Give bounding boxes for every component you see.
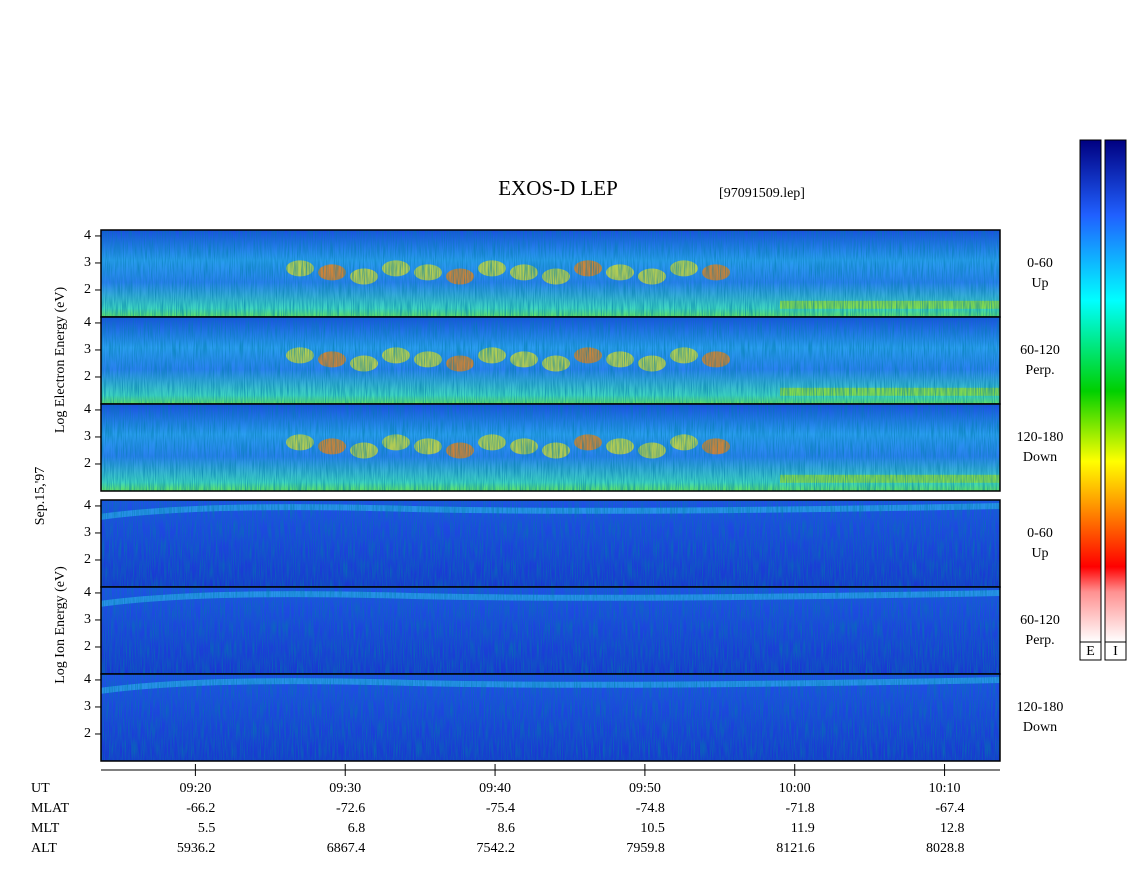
panel-direction: Down bbox=[1023, 450, 1057, 465]
noise bbox=[101, 230, 1000, 317]
y-tick-label: 2 bbox=[84, 552, 91, 567]
ephemeris-label: ALT bbox=[31, 841, 57, 856]
panel-angle: 60-120 bbox=[1020, 343, 1060, 358]
ephemeris-value: -67.4 bbox=[935, 801, 964, 816]
panel-direction: Perp. bbox=[1025, 363, 1054, 378]
ephemeris-value: 7542.2 bbox=[477, 841, 516, 856]
y-tick-label: 2 bbox=[84, 456, 91, 471]
noise bbox=[101, 317, 1000, 404]
x-tick-label: 09:50 bbox=[629, 781, 661, 796]
ephemeris-value: -75.4 bbox=[486, 801, 515, 816]
panel-direction: Perp. bbox=[1025, 633, 1054, 648]
y-tick-label: 3 bbox=[84, 429, 91, 444]
ephemeris-value: 7959.8 bbox=[626, 841, 665, 856]
panel-frame bbox=[100, 403, 1001, 492]
y-tick-label: 3 bbox=[84, 612, 91, 627]
panel-angle: 60-120 bbox=[1020, 613, 1060, 628]
ephemeris-value: 12.8 bbox=[940, 821, 965, 836]
x-tick-label: 10:10 bbox=[929, 781, 961, 796]
ephemeris-value: 11.9 bbox=[791, 821, 815, 836]
panel-angle: 120-180 bbox=[1017, 700, 1064, 715]
ephemeris-label: MLAT bbox=[31, 801, 70, 816]
y-tick-label: 4 bbox=[84, 672, 91, 687]
ephemeris-label: UT bbox=[31, 781, 50, 796]
file-name: [97091509.lep] bbox=[719, 186, 805, 201]
colorbar-label-box bbox=[1079, 641, 1102, 661]
colorbar-label: I bbox=[1113, 644, 1118, 659]
panel-frame bbox=[100, 673, 1001, 762]
group-label: Log Electron Energy (eV) bbox=[53, 287, 68, 434]
ephemeris-value: -74.8 bbox=[636, 801, 665, 816]
y-tick-label: 3 bbox=[84, 699, 91, 714]
panel-direction: Up bbox=[1031, 546, 1048, 561]
ephemeris-value: 10.5 bbox=[640, 821, 665, 836]
ephemeris-value: -72.6 bbox=[336, 801, 365, 816]
y-tick-label: 3 bbox=[84, 255, 91, 270]
group-label: Log Ion Energy (eV) bbox=[53, 566, 68, 684]
y-tick-label: 4 bbox=[84, 228, 91, 243]
y-tick-label: 4 bbox=[84, 585, 91, 600]
ephemeris-value: 6.8 bbox=[348, 821, 366, 836]
y-tick-label: 2 bbox=[84, 726, 91, 741]
ephemeris-value: 8028.8 bbox=[926, 841, 965, 856]
noise bbox=[101, 674, 1000, 761]
colorbar-label: E bbox=[1086, 644, 1095, 659]
panel-angle: 0-60 bbox=[1027, 256, 1053, 271]
panel-direction: Up bbox=[1031, 276, 1048, 291]
ephemeris-value: 5.5 bbox=[198, 821, 216, 836]
panel-angle: 120-180 bbox=[1017, 430, 1064, 445]
panel-angle: 0-60 bbox=[1027, 526, 1053, 541]
noise bbox=[101, 500, 1000, 587]
y-tick-label: 2 bbox=[84, 282, 91, 297]
x-tick-label: 09:20 bbox=[179, 781, 211, 796]
colorbar bbox=[1079, 139, 1102, 643]
ephemeris-value: -71.8 bbox=[786, 801, 815, 816]
date-label: Sep.15,'97 bbox=[33, 467, 48, 526]
title: EXOS-D LEP bbox=[498, 176, 618, 200]
ephemeris-label: MLT bbox=[31, 821, 60, 836]
x-tick-label: 10:00 bbox=[779, 781, 811, 796]
ephemeris-value: -66.2 bbox=[186, 801, 215, 816]
ephemeris-value: 5936.2 bbox=[177, 841, 216, 856]
colorbar-label-box bbox=[1104, 641, 1127, 661]
ephemeris-value: 6867.4 bbox=[327, 841, 366, 856]
y-tick-label: 2 bbox=[84, 369, 91, 384]
y-tick-label: 3 bbox=[84, 342, 91, 357]
noise bbox=[101, 404, 1000, 491]
y-tick-label: 4 bbox=[84, 315, 91, 330]
y-tick-label: 2 bbox=[84, 639, 91, 654]
y-tick-label: 4 bbox=[84, 402, 91, 417]
y-tick-label: 4 bbox=[84, 498, 91, 513]
x-tick-label: 09:40 bbox=[479, 781, 511, 796]
noise bbox=[101, 587, 1000, 674]
ephemeris-value: 8121.6 bbox=[776, 841, 815, 856]
y-tick-label: 3 bbox=[84, 525, 91, 540]
ephemeris-value: 8.6 bbox=[498, 821, 516, 836]
panel-direction: Down bbox=[1023, 720, 1057, 735]
x-tick-label: 09:30 bbox=[329, 781, 361, 796]
colorbar bbox=[1104, 139, 1127, 643]
